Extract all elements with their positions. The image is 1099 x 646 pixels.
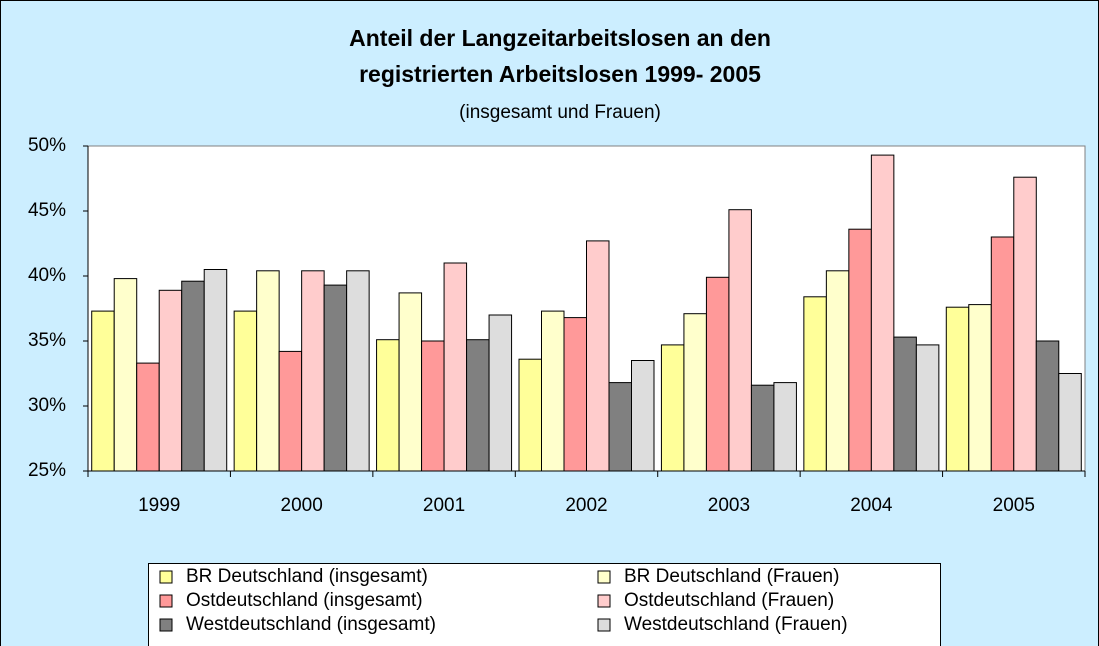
bar	[1058, 373, 1082, 472]
bar	[750, 384, 775, 472]
bar	[1013, 176, 1037, 472]
bar	[631, 360, 655, 472]
bar	[233, 310, 258, 472]
y-tick-label: 25%	[28, 460, 66, 481]
chart-title: registrierten Arbeitslosen 1999- 2005	[359, 61, 761, 87]
legend-label: BR Deutschland (Frauen)	[624, 566, 839, 587]
x-tick-label: 2004	[850, 495, 893, 516]
legend-marker	[597, 570, 611, 584]
y-tick-label: 45%	[28, 200, 66, 221]
x-tick-label: 2001	[423, 495, 465, 516]
bar	[968, 304, 992, 472]
bar	[181, 280, 205, 472]
legend-label: Ostdeutschland (insgesamt)	[186, 590, 423, 611]
x-tick-label: 1999	[138, 495, 180, 516]
bar	[990, 236, 1015, 472]
legend-label: Westdeutschland (Frauen)	[624, 614, 848, 635]
bar	[488, 314, 513, 472]
y-tick-label: 30%	[28, 395, 66, 416]
chart-subtitle: (insgesamt und Frauen)	[459, 102, 661, 123]
bar	[346, 270, 370, 472]
bar	[421, 340, 445, 472]
x-tick-label: 2003	[708, 495, 750, 516]
bar	[91, 310, 115, 472]
bar	[893, 336, 917, 472]
bar	[705, 276, 730, 472]
legend-label: Ostdeutschland (Frauen)	[624, 590, 834, 611]
bar	[256, 270, 280, 472]
bar	[660, 344, 685, 472]
bar	[825, 270, 850, 472]
bar	[113, 278, 138, 472]
bar	[466, 339, 490, 472]
bar	[398, 292, 423, 472]
bar	[376, 339, 400, 472]
x-tick-label: 2005	[993, 495, 1035, 516]
bar	[683, 313, 707, 472]
bar	[323, 284, 348, 472]
bar	[608, 382, 632, 472]
bar	[136, 362, 160, 472]
legend-marker	[159, 570, 173, 584]
bar	[158, 289, 183, 472]
bar	[848, 228, 872, 472]
bar	[541, 310, 565, 472]
bar	[1035, 340, 1060, 472]
legend-marker	[159, 594, 173, 608]
legend-marker	[597, 594, 611, 608]
bar	[803, 296, 827, 472]
chart-title: Anteil der Langzeitarbeitslosen an den	[349, 25, 771, 51]
bar	[278, 350, 303, 472]
legend-label: Westdeutschland (insgesamt)	[186, 614, 436, 635]
bar	[203, 269, 228, 472]
legend-marker	[597, 618, 611, 632]
bar	[773, 382, 797, 472]
bar	[586, 240, 610, 472]
y-tick-label: 35%	[28, 330, 66, 351]
bar	[563, 317, 587, 472]
bar	[728, 209, 752, 472]
x-tick-label: 2000	[281, 495, 323, 516]
bar	[915, 344, 940, 472]
y-tick-label: 40%	[28, 265, 66, 286]
legend	[148, 563, 941, 646]
bar	[301, 270, 325, 472]
legend-marker	[159, 618, 173, 632]
bar	[870, 154, 895, 472]
bar	[518, 358, 542, 472]
x-tick-label: 2002	[565, 495, 607, 516]
bar	[443, 262, 468, 472]
bar	[945, 306, 970, 472]
y-tick-label: 50%	[28, 135, 66, 156]
legend-label: BR Deutschland (insgesamt)	[186, 566, 428, 587]
